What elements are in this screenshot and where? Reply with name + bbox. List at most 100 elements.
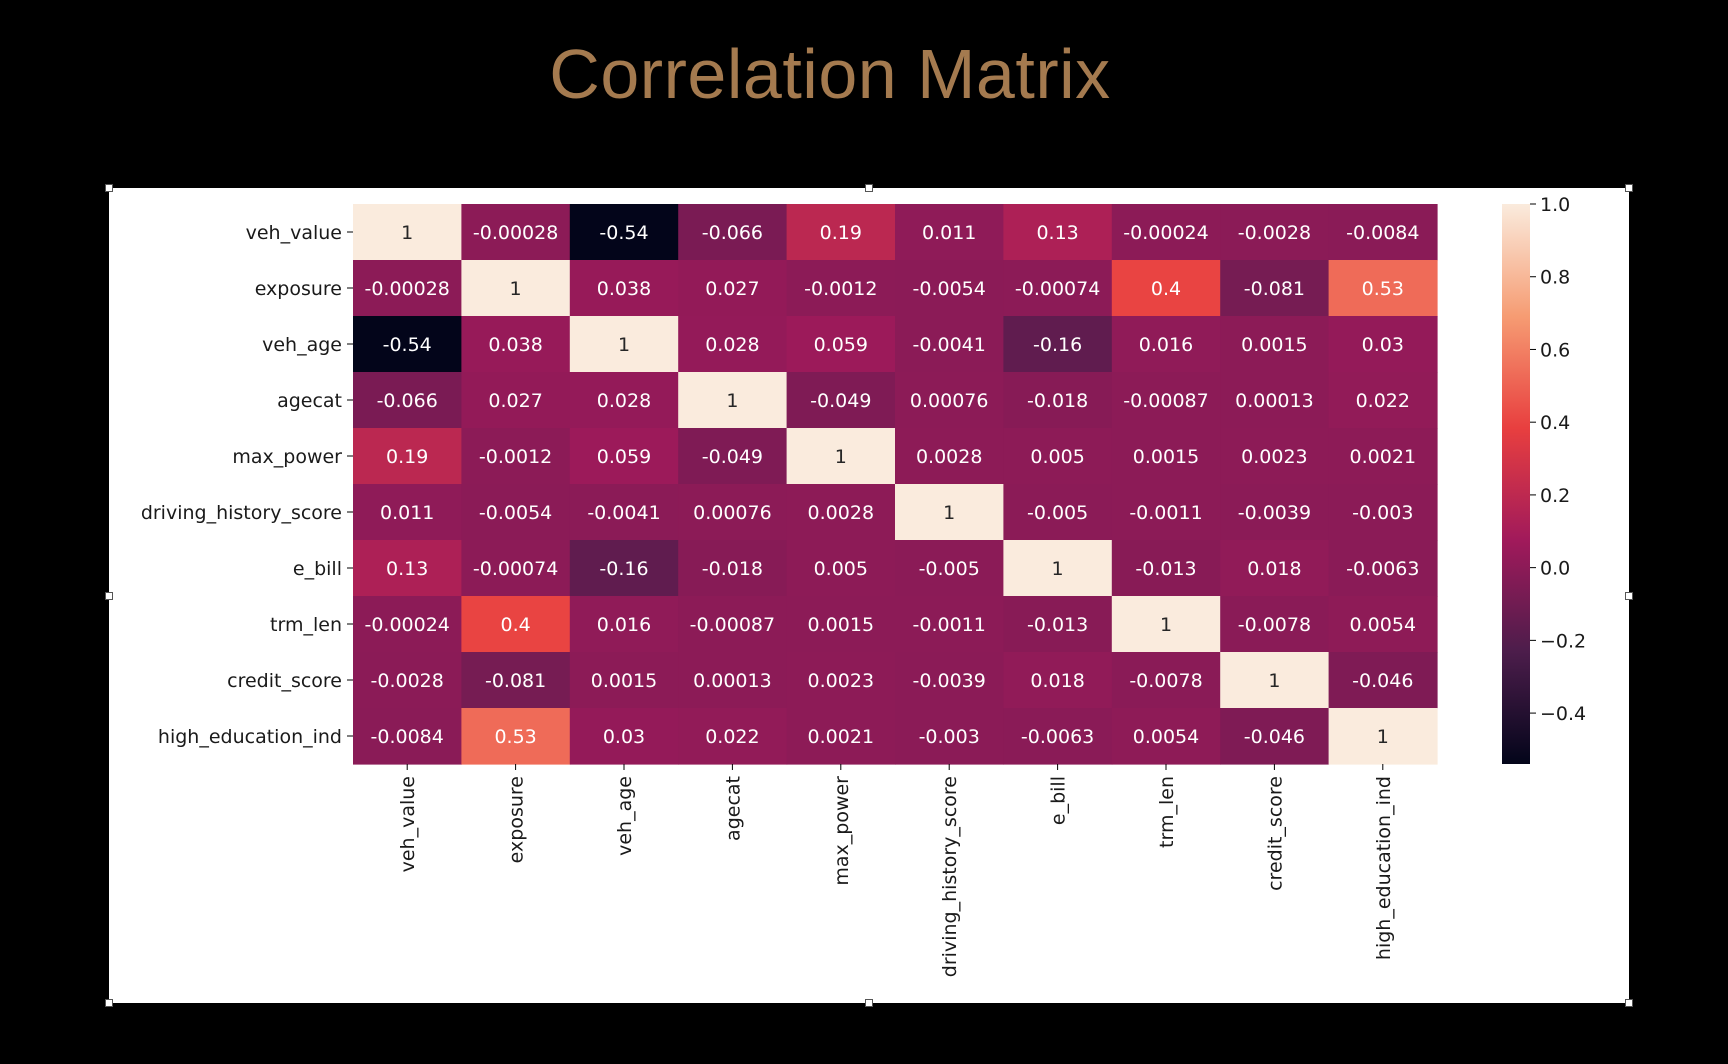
heatmap-cell bbox=[353, 204, 462, 261]
cell-value-label: 0.005 bbox=[814, 558, 868, 580]
column-label: veh_value bbox=[397, 776, 419, 872]
heatmap-cell bbox=[786, 652, 896, 709]
cell-value-label: 0.0023 bbox=[808, 670, 874, 692]
heatmap-cell bbox=[1328, 596, 1438, 653]
cell-value-label: 0.53 bbox=[1362, 278, 1404, 300]
row-label: e_bill bbox=[293, 558, 342, 580]
cell-value-label: 0.4 bbox=[1151, 278, 1181, 300]
resize-handle[interactable] bbox=[1625, 591, 1633, 600]
column-label: trm_len bbox=[1156, 776, 1178, 848]
cell-value-label: 0.19 bbox=[386, 446, 428, 468]
heatmap-cell bbox=[895, 428, 1004, 485]
heatmap-cell bbox=[1003, 708, 1113, 765]
heatmap-cell bbox=[1220, 540, 1330, 597]
heatmap-cell bbox=[1220, 316, 1330, 373]
cell-value-label: 1 bbox=[726, 390, 738, 412]
cell-value-label: -0.0039 bbox=[913, 670, 986, 692]
cell-value-label: 0.059 bbox=[814, 334, 868, 356]
cell-value-label: 0.0015 bbox=[591, 670, 657, 692]
colorbar-tick-label: 0.0 bbox=[1540, 558, 1570, 580]
cell-value-label: -0.54 bbox=[599, 222, 648, 244]
chart-image-frame[interactable]: 1 -0.00028 -0.54 -0.066 0.19 0.011 0.13 -0.0002… bbox=[105, 184, 1633, 1007]
heatmap-cell bbox=[353, 484, 462, 541]
cell-value-label: 0.0015 bbox=[1133, 446, 1199, 468]
heatmap-cell bbox=[1111, 484, 1221, 541]
heatmap-cell bbox=[569, 204, 679, 261]
cell-value-label: 1 bbox=[401, 222, 413, 244]
cell-value-label: 0.018 bbox=[1030, 670, 1084, 692]
heatmap-cell bbox=[678, 596, 788, 653]
heatmap-cell bbox=[786, 540, 896, 597]
resize-handle[interactable] bbox=[1625, 184, 1633, 192]
cell-value-label: -0.16 bbox=[1033, 334, 1082, 356]
cell-value-label: -0.081 bbox=[485, 670, 546, 692]
cell-value-label: 0.016 bbox=[1139, 334, 1193, 356]
heatmap-cell bbox=[895, 316, 1004, 373]
heatmap-cell bbox=[678, 484, 788, 541]
colorbar: 1.0 0.8 0.6 0.4 0.2 0.0 −0.2 −0.4 bbox=[1502, 194, 1586, 764]
resize-handle[interactable] bbox=[865, 999, 873, 1007]
heatmap-cell bbox=[1003, 484, 1113, 541]
heatmap-cell bbox=[895, 260, 1004, 317]
cell-value-label: -0.54 bbox=[383, 334, 432, 356]
cell-value-label: 0.022 bbox=[1356, 390, 1410, 412]
heatmap-cell bbox=[1003, 540, 1113, 597]
row-label: agecat bbox=[277, 390, 342, 412]
heatmap-cell bbox=[569, 372, 679, 429]
colorbar-tick-label: 0.4 bbox=[1540, 412, 1570, 434]
cell-value-label: -0.00028 bbox=[473, 222, 558, 244]
heatmap-cell bbox=[1220, 428, 1330, 485]
colorbar-tick-label: 1.0 bbox=[1540, 194, 1570, 216]
row-label: veh_age bbox=[262, 334, 342, 356]
heatmap-cell bbox=[461, 540, 571, 597]
resize-handle[interactable] bbox=[105, 591, 113, 600]
cell-value-label: -0.003 bbox=[1352, 502, 1413, 524]
cell-value-label: 0.0054 bbox=[1350, 614, 1416, 636]
cell-value-label: -0.0012 bbox=[479, 446, 552, 468]
heatmap-cell bbox=[1003, 652, 1113, 709]
row-label: trm_len bbox=[270, 614, 342, 636]
resize-handle[interactable] bbox=[1625, 999, 1633, 1007]
cell-value-label: 0.0015 bbox=[808, 614, 874, 636]
heatmap-cell bbox=[1220, 596, 1330, 653]
column-label: e_bill bbox=[1048, 776, 1070, 825]
heatmap-cell bbox=[353, 372, 462, 429]
cell-value-label: 0.027 bbox=[488, 390, 542, 412]
cell-value-label: 0.03 bbox=[1362, 334, 1404, 356]
column-label: agecat bbox=[722, 776, 744, 841]
cell-value-label: 0.027 bbox=[705, 278, 759, 300]
heatmap-cell bbox=[353, 428, 462, 485]
cell-value-label: -0.0054 bbox=[479, 502, 552, 524]
cell-value-label: -0.013 bbox=[1027, 614, 1088, 636]
heatmap-cell bbox=[895, 484, 1004, 541]
heatmap-cell bbox=[461, 372, 571, 429]
cell-value-label: -0.081 bbox=[1244, 278, 1305, 300]
cell-value-label: -0.0011 bbox=[913, 614, 986, 636]
cell-value-label: 0.018 bbox=[1247, 558, 1301, 580]
heatmap-cell bbox=[786, 484, 896, 541]
resize-handle[interactable] bbox=[105, 184, 113, 192]
heatmap-cell bbox=[569, 652, 679, 709]
row-label: high_education_ind bbox=[158, 726, 342, 748]
heatmap-cell bbox=[461, 484, 571, 541]
cell-value-label: -0.066 bbox=[377, 390, 438, 412]
heatmap-cell bbox=[678, 372, 788, 429]
column-label: max_power bbox=[831, 776, 853, 886]
resize-handle[interactable] bbox=[865, 184, 873, 192]
cell-value-label: -0.0041 bbox=[587, 502, 660, 524]
heatmap-cell bbox=[1111, 372, 1221, 429]
cell-value-label: -0.046 bbox=[1352, 670, 1413, 692]
heatmap-cell bbox=[1328, 708, 1438, 765]
cell-value-label: -0.0041 bbox=[913, 334, 986, 356]
row-label: exposure bbox=[255, 278, 342, 300]
slide-title: Correlation Matrix bbox=[549, 35, 1111, 113]
resize-handle[interactable] bbox=[105, 999, 113, 1007]
cell-value-label: -0.0063 bbox=[1346, 558, 1419, 580]
heatmap-cell bbox=[895, 372, 1004, 429]
heatmap-cell bbox=[1003, 204, 1113, 261]
cell-value-label: -0.00074 bbox=[473, 558, 558, 580]
cell-value-label: 0.038 bbox=[597, 278, 651, 300]
heatmap-cell bbox=[1328, 540, 1438, 597]
cell-value-label: -0.00028 bbox=[364, 278, 449, 300]
cell-value-label: 1 bbox=[1268, 670, 1280, 692]
